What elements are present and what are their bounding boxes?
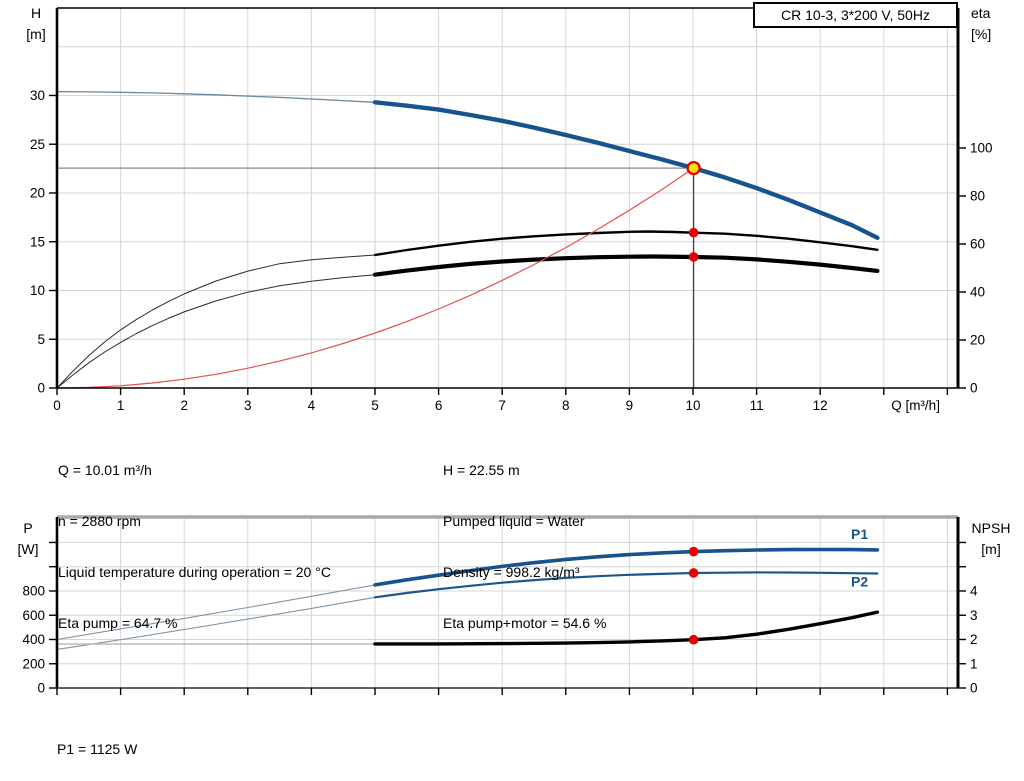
svg-text:0: 0 xyxy=(37,381,45,396)
p-axis-name: P xyxy=(23,520,33,536)
p-axis-unit: [W] xyxy=(17,540,39,557)
result-eta-pump-motor: Eta pump+motor = 54.6 % xyxy=(443,615,607,631)
p2-curve xyxy=(373,571,879,599)
svg-text:2: 2 xyxy=(970,632,978,647)
eta-pump-motor-point xyxy=(688,252,699,262)
axis-ticks: 0 200 400 600 800 0 1 2 3 4 xyxy=(22,541,978,696)
series-label-p1: P1 xyxy=(851,526,868,542)
npsh-axis-name: NPSH xyxy=(971,520,1011,536)
svg-text:40: 40 xyxy=(970,285,985,300)
eta-pump-motor-curve xyxy=(372,254,880,277)
svg-text:9: 9 xyxy=(626,398,634,413)
p1-low-flow xyxy=(56,584,376,641)
svg-text:0: 0 xyxy=(53,398,61,413)
qh-curve xyxy=(372,100,880,241)
svg-text:25: 25 xyxy=(30,137,45,152)
svg-text:8: 8 xyxy=(562,398,570,413)
result-flow: Q = 10.01 m³/h xyxy=(58,462,152,478)
series-label-p2: P2 xyxy=(851,574,868,590)
eta-axis-label: eta [%] xyxy=(971,3,1017,44)
h-axis-label: H [m] xyxy=(18,3,54,44)
svg-text:15: 15 xyxy=(30,234,45,249)
svg-text:4: 4 xyxy=(308,398,316,413)
duty-point[interactable] xyxy=(686,160,701,176)
svg-text:4: 4 xyxy=(970,584,978,599)
svg-text:3: 3 xyxy=(244,398,252,413)
p2-point xyxy=(688,568,699,578)
npsh-point xyxy=(688,634,699,645)
svg-text:7: 7 xyxy=(498,398,506,413)
result-text-bottom: P1 = 1125 W P2 = 948.5 W NPSH = 1.99 m xyxy=(57,706,155,781)
qh-curve-low-flow xyxy=(56,90,376,103)
eta-pump-curve xyxy=(373,230,879,257)
eta-pump-motor-low-flow xyxy=(56,274,376,389)
pump-type-title: CR 10-3, 3*200 V, 50Hz xyxy=(753,2,958,28)
result-text-right: H = 22.55 m Pumped liquid = Water Densit… xyxy=(443,429,606,665)
svg-text:60: 60 xyxy=(970,237,985,252)
eta-pump-point xyxy=(688,227,699,238)
svg-text:0: 0 xyxy=(970,681,978,696)
svg-text:100: 100 xyxy=(970,141,993,156)
result-density: Density = 998.2 kg/m³ xyxy=(443,564,580,580)
svg-text:0: 0 xyxy=(970,381,978,396)
h-axis-name: H xyxy=(30,5,42,21)
svg-text:5: 5 xyxy=(371,398,379,413)
system-curve xyxy=(56,167,695,389)
npsh-axis-unit: [m] xyxy=(981,540,1001,557)
p1-curve xyxy=(373,547,880,587)
svg-text:11: 11 xyxy=(750,398,764,413)
svg-text:1: 1 xyxy=(117,398,125,413)
svg-text:10: 10 xyxy=(30,283,45,298)
result-liquid-temp: Liquid temperature during operation = 20… xyxy=(58,564,331,580)
result-text-left: Q = 10.01 m³/h n = 2880 rpm Liquid tempe… xyxy=(58,429,331,665)
p2-low-flow xyxy=(56,596,376,650)
svg-text:600: 600 xyxy=(22,608,45,623)
result-p1: P1 = 1125 W xyxy=(57,741,138,757)
h-axis-unit: [m] xyxy=(26,25,46,42)
eta-axis-unit: [%] xyxy=(971,25,992,42)
npsh-curve xyxy=(373,610,880,646)
x-axis-title: Q [m³/h] xyxy=(891,398,940,413)
npsh-axis-label: NPSH [m] xyxy=(962,518,1020,559)
svg-text:12: 12 xyxy=(813,398,828,413)
svg-text:2: 2 xyxy=(180,398,188,413)
svg-text:3: 3 xyxy=(970,608,978,623)
result-speed: n = 2880 rpm xyxy=(58,513,141,529)
p1-point xyxy=(688,546,699,557)
eta-pump-low-flow xyxy=(56,254,376,389)
result-pumped-liquid: Pumped liquid = Water xyxy=(443,513,585,529)
svg-text:800: 800 xyxy=(22,584,45,599)
eta-axis-name: eta xyxy=(971,5,991,21)
svg-text:200: 200 xyxy=(22,656,45,671)
power-npsh-chart: 0 200 400 600 800 0 1 2 3 4 P1 P2 xyxy=(22,515,978,696)
svg-text:6: 6 xyxy=(435,398,443,413)
gridlines xyxy=(57,517,958,688)
svg-text:20: 20 xyxy=(970,333,985,348)
p-axis-label: P [W] xyxy=(10,518,46,559)
gridlines xyxy=(57,8,958,388)
svg-text:0: 0 xyxy=(37,681,45,696)
svg-text:80: 80 xyxy=(970,189,985,204)
svg-text:400: 400 xyxy=(22,632,45,647)
svg-text:30: 30 xyxy=(30,88,45,103)
svg-text:20: 20 xyxy=(30,186,45,201)
result-eta-pump: Eta pump = 64.7 % xyxy=(58,615,178,631)
svg-text:1: 1 xyxy=(970,656,978,671)
svg-text:5: 5 xyxy=(37,332,45,347)
svg-text:10: 10 xyxy=(685,398,700,413)
result-head: H = 22.55 m xyxy=(443,462,520,478)
